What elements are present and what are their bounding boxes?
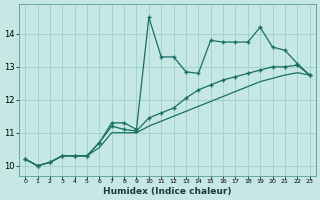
X-axis label: Humidex (Indice chaleur): Humidex (Indice chaleur) xyxy=(103,187,232,196)
